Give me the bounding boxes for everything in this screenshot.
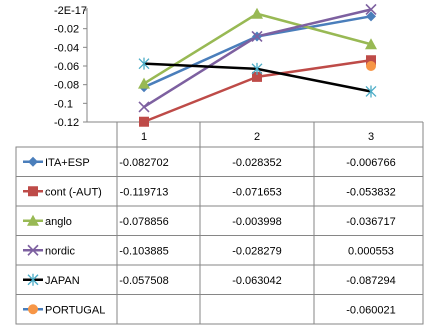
table-cell-ita-esp: -0.028352 [232, 157, 282, 169]
legend-label-nordic: nordic [45, 245, 75, 257]
data-point-nordic [138, 101, 150, 113]
legend-key-marker-japan [27, 273, 39, 286]
table-cell-ita-esp: -0.006766 [346, 157, 396, 169]
data-point-cont-aut [366, 55, 376, 66]
data-point-japan [138, 57, 150, 70]
legend-label-ita-esp: ITA+ESP [45, 157, 90, 169]
table-cell-ita-esp: -0.082702 [119, 157, 169, 169]
table-cell-japan: -0.087294 [346, 275, 396, 287]
table-cell-nordic: 0.000553 [348, 245, 394, 257]
legend-key-marker-cont-aut [28, 186, 38, 197]
legend-label-japan: JAPAN [45, 275, 80, 287]
y-tick-label: -0.08 [54, 80, 79, 92]
table-cell-nordic: -0.103885 [119, 245, 169, 257]
data-point-nordic [251, 30, 263, 42]
table-cell-cont-aut: -0.071653 [232, 186, 282, 198]
y-tick-label: -2E-17 [54, 5, 87, 17]
data-point-nordic [365, 3, 377, 16]
data-point-japan [365, 85, 377, 98]
table-cell-anglo: -0.003998 [232, 216, 282, 228]
data-point-cont-aut [139, 116, 149, 127]
table-cell-anglo: -0.036717 [346, 216, 396, 228]
legend-label-cont-aut: cont (-AUT) [45, 186, 102, 198]
table-cell-nordic: -0.028279 [232, 245, 282, 257]
legend-key-marker-nordic [27, 244, 39, 256]
legend-key-marker-portugal [28, 304, 38, 315]
data-point-anglo [251, 7, 263, 19]
x-tick-label: 2 [254, 131, 260, 143]
legend-label-anglo: anglo [45, 216, 72, 228]
table-cell-anglo: -0.078856 [119, 216, 169, 228]
data-point-ita-esp [366, 11, 376, 22]
table-cell-cont-aut: -0.053832 [346, 186, 396, 198]
y-tick-label: -0.02 [54, 24, 79, 36]
legend-key-marker-anglo [27, 214, 39, 226]
y-tick-label: -0.12 [54, 117, 79, 129]
legend-label-portugal: PORTUGAL [45, 304, 105, 316]
data-point-anglo [138, 77, 150, 89]
table-cell-japan: -0.057508 [119, 275, 169, 287]
legend-key-marker-ita-esp [28, 156, 38, 167]
table-cell-cont-aut: -0.119713 [120, 186, 169, 198]
data-point-japan [251, 62, 263, 75]
table-cell-japan: -0.063042 [232, 275, 282, 287]
data-point-cont-aut [252, 71, 262, 82]
y-tick-label: -0.04 [54, 42, 79, 54]
data-point-anglo [365, 38, 377, 50]
x-tick-label: 1 [141, 131, 147, 143]
table-cell-portugal: -0.060021 [346, 304, 396, 316]
data-point-portugal [366, 61, 376, 72]
x-tick-label: 3 [368, 131, 374, 143]
y-tick-label: -0.06 [54, 61, 79, 73]
y-tick-label: -0.1 [54, 98, 73, 110]
